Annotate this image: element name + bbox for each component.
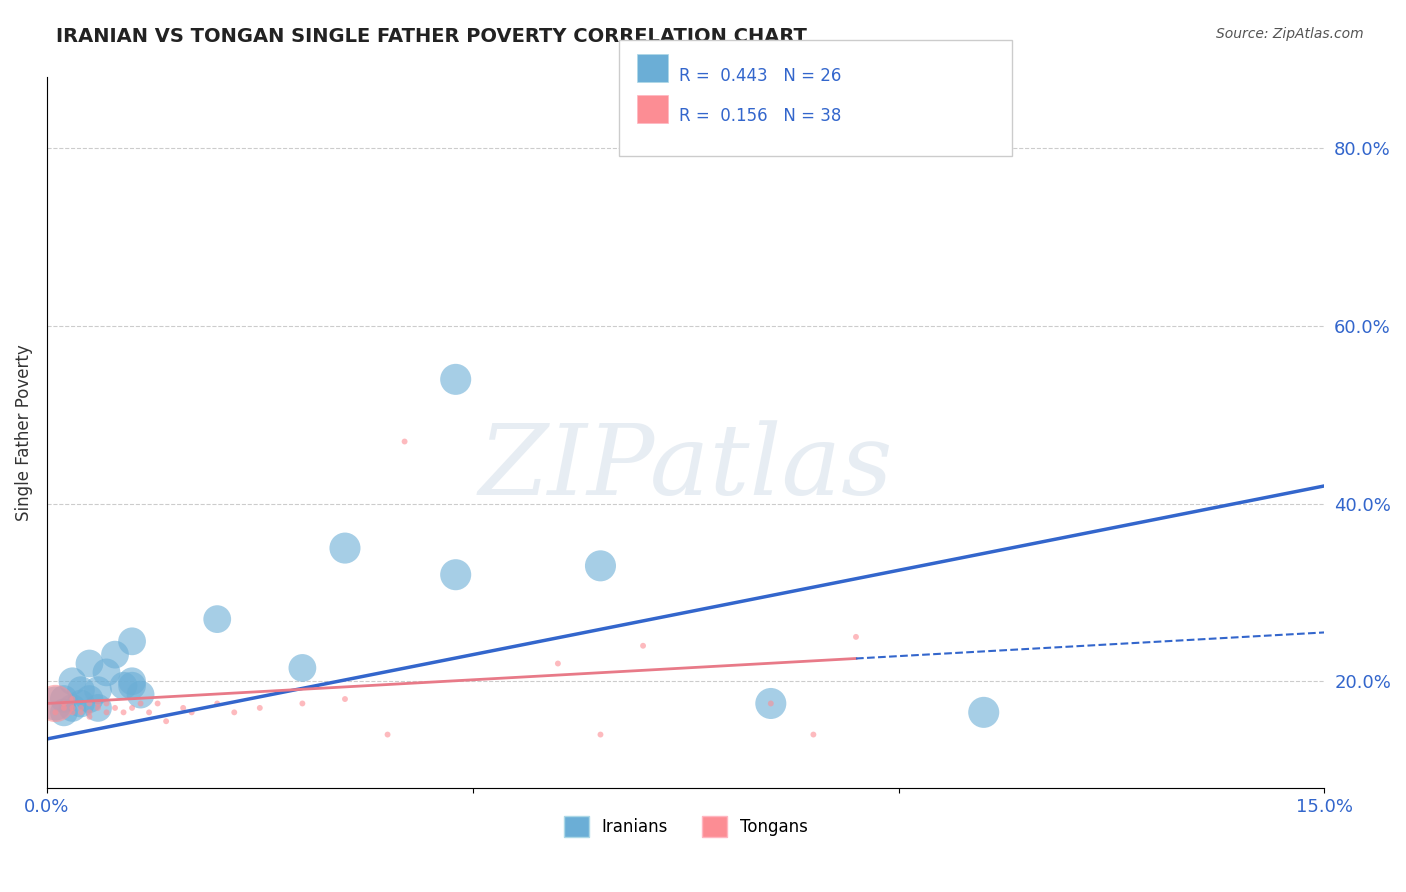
Point [44, 697, 66, 711]
Y-axis label: Single Father Poverty: Single Father Poverty [15, 344, 32, 521]
Point [444, 567, 467, 582]
Point [79, 697, 101, 711]
Point [155, 714, 177, 729]
Point [79, 706, 101, 720]
Point [112, 706, 135, 720]
Point [96, 665, 118, 680]
Point [87, 701, 110, 715]
Point [79, 657, 101, 671]
Point [52, 692, 75, 706]
Point [205, 612, 228, 626]
Point [180, 706, 202, 720]
Point [87, 701, 110, 715]
Point [129, 697, 152, 711]
Point [803, 727, 825, 741]
Point [377, 727, 399, 741]
Point [62, 692, 84, 706]
Point [394, 434, 416, 449]
Point [333, 541, 356, 555]
Point [146, 697, 169, 711]
Point [52, 701, 75, 715]
Point [104, 648, 127, 662]
Point [547, 657, 569, 671]
Point [224, 706, 246, 720]
Point [62, 674, 84, 689]
Point [70, 683, 93, 698]
Point [62, 706, 84, 720]
Point [129, 688, 152, 702]
Point [172, 701, 194, 715]
Point [973, 706, 995, 720]
Point [70, 706, 93, 720]
Point [759, 697, 782, 711]
Point [70, 697, 93, 711]
Point [104, 701, 127, 715]
Text: ZIPatlas: ZIPatlas [478, 420, 893, 516]
Point [845, 630, 868, 644]
Point [138, 706, 160, 720]
Point [87, 697, 110, 711]
Point [121, 634, 143, 648]
Point [121, 674, 143, 689]
Point [121, 701, 143, 715]
Point [52, 697, 75, 711]
Point [96, 706, 118, 720]
Point [333, 692, 356, 706]
Point [205, 697, 228, 711]
Legend: Iranians, Tongans: Iranians, Tongans [557, 810, 814, 844]
Point [52, 706, 75, 720]
Text: R =  0.443   N = 26: R = 0.443 N = 26 [679, 67, 841, 85]
Point [121, 679, 143, 693]
Point [589, 558, 612, 573]
Point [112, 679, 135, 693]
Point [249, 701, 271, 715]
Point [44, 706, 66, 720]
Text: IRANIAN VS TONGAN SINGLE FATHER POVERTY CORRELATION CHART: IRANIAN VS TONGAN SINGLE FATHER POVERTY … [56, 27, 807, 45]
Point [96, 697, 118, 711]
Point [62, 701, 84, 715]
Point [291, 697, 314, 711]
Point [87, 683, 110, 698]
Point [70, 701, 93, 715]
Text: Source: ZipAtlas.com: Source: ZipAtlas.com [1216, 27, 1364, 41]
Point [589, 727, 612, 741]
Point [444, 372, 467, 386]
Point [759, 697, 782, 711]
Point [79, 692, 101, 706]
Point [62, 701, 84, 715]
Point [631, 639, 654, 653]
Point [79, 710, 101, 724]
Text: R =  0.156   N = 38: R = 0.156 N = 38 [679, 107, 841, 125]
Point [291, 661, 314, 675]
Point [44, 697, 66, 711]
